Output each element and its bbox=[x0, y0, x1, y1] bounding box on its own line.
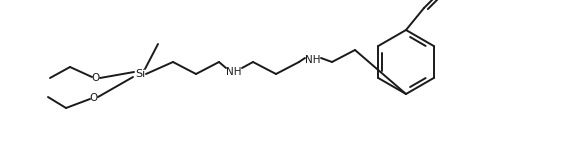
Text: O: O bbox=[90, 93, 98, 103]
Text: NH: NH bbox=[305, 55, 321, 65]
Text: O: O bbox=[92, 73, 100, 83]
Text: NH: NH bbox=[226, 67, 242, 77]
Text: Si: Si bbox=[135, 69, 145, 79]
